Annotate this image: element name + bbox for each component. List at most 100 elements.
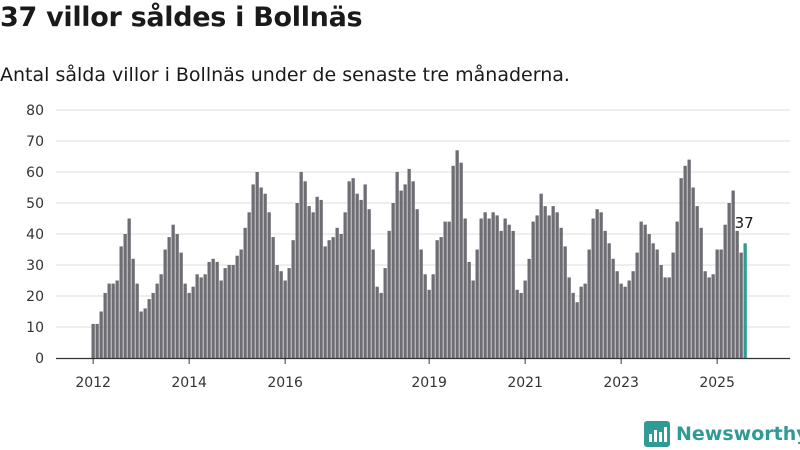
bar — [599, 212, 603, 358]
bar — [691, 187, 695, 358]
bar — [235, 255, 239, 358]
bar — [423, 274, 427, 358]
bar — [631, 271, 635, 358]
bar — [543, 206, 547, 358]
bar — [415, 209, 419, 358]
bar — [667, 277, 671, 358]
bar — [539, 193, 543, 358]
bar — [171, 224, 175, 358]
bar — [107, 283, 111, 358]
y-axis-ticks: 0 10 20 30 40 50 60 70 80 — [26, 103, 44, 367]
bar — [679, 178, 683, 358]
bar — [547, 215, 551, 358]
bar — [675, 221, 679, 358]
bar — [147, 299, 151, 358]
newsworthy-icon — [644, 421, 670, 447]
bar — [215, 261, 219, 358]
bar — [459, 162, 463, 358]
bar — [227, 265, 231, 358]
bar — [723, 224, 727, 358]
bar — [231, 265, 235, 358]
bar — [491, 212, 495, 358]
bar — [323, 246, 327, 358]
bar — [615, 271, 619, 358]
bar — [155, 283, 159, 358]
bar — [483, 212, 487, 358]
bar — [587, 249, 591, 358]
bar — [515, 289, 519, 358]
bar — [495, 215, 499, 358]
bar — [683, 165, 687, 358]
bar — [551, 206, 555, 358]
bar — [179, 252, 183, 358]
bar — [187, 292, 191, 358]
bar — [647, 234, 651, 358]
bar — [143, 308, 147, 358]
bar — [707, 277, 711, 358]
bar — [363, 184, 367, 358]
bar — [435, 240, 439, 358]
bar — [619, 283, 623, 358]
bar — [479, 218, 483, 358]
bar — [391, 203, 395, 358]
bar — [99, 311, 103, 358]
bar — [427, 289, 431, 358]
bar — [531, 221, 535, 358]
bar — [399, 190, 403, 358]
bar — [135, 283, 139, 358]
bar — [455, 150, 459, 358]
bar — [611, 258, 615, 358]
bar — [367, 209, 371, 358]
bar — [595, 209, 599, 358]
bar — [139, 311, 143, 358]
bar — [127, 218, 131, 358]
y-tick-label: 60 — [26, 165, 44, 181]
bar — [475, 249, 479, 358]
bar — [583, 283, 587, 358]
bar — [579, 286, 583, 358]
y-tick-label: 80 — [26, 103, 44, 119]
bar — [555, 212, 559, 358]
bar — [375, 286, 379, 358]
bar — [711, 274, 715, 358]
bar — [175, 234, 179, 358]
bar — [371, 249, 375, 358]
bar — [271, 237, 275, 358]
bar — [339, 234, 343, 358]
bar — [635, 252, 639, 358]
y-tick-label: 10 — [26, 320, 44, 336]
bars — [91, 150, 747, 358]
bar — [347, 181, 351, 358]
bar — [563, 246, 567, 358]
bar — [191, 286, 195, 358]
bar — [167, 237, 171, 358]
bar — [403, 184, 407, 358]
bar — [523, 280, 527, 358]
brand-name: Newsworthy — [676, 423, 800, 445]
bar — [559, 227, 563, 358]
bar — [627, 280, 631, 358]
bar — [591, 218, 595, 358]
y-tick-label: 0 — [35, 351, 44, 367]
y-tick-label: 20 — [26, 289, 44, 305]
bar — [91, 323, 95, 358]
bar — [379, 292, 383, 358]
bar — [671, 252, 675, 358]
bar — [535, 215, 539, 358]
bar — [499, 230, 503, 358]
bar — [351, 178, 355, 358]
bar — [447, 221, 451, 358]
bar — [103, 292, 107, 358]
bar — [623, 286, 627, 358]
bar — [467, 261, 471, 358]
bar — [327, 240, 331, 358]
bar — [507, 224, 511, 358]
bar — [567, 277, 571, 358]
bar — [503, 218, 507, 358]
bar — [395, 172, 399, 358]
bar — [131, 258, 135, 358]
bar — [119, 246, 123, 358]
bar — [287, 268, 291, 358]
bar — [355, 193, 359, 358]
bar — [387, 230, 391, 358]
